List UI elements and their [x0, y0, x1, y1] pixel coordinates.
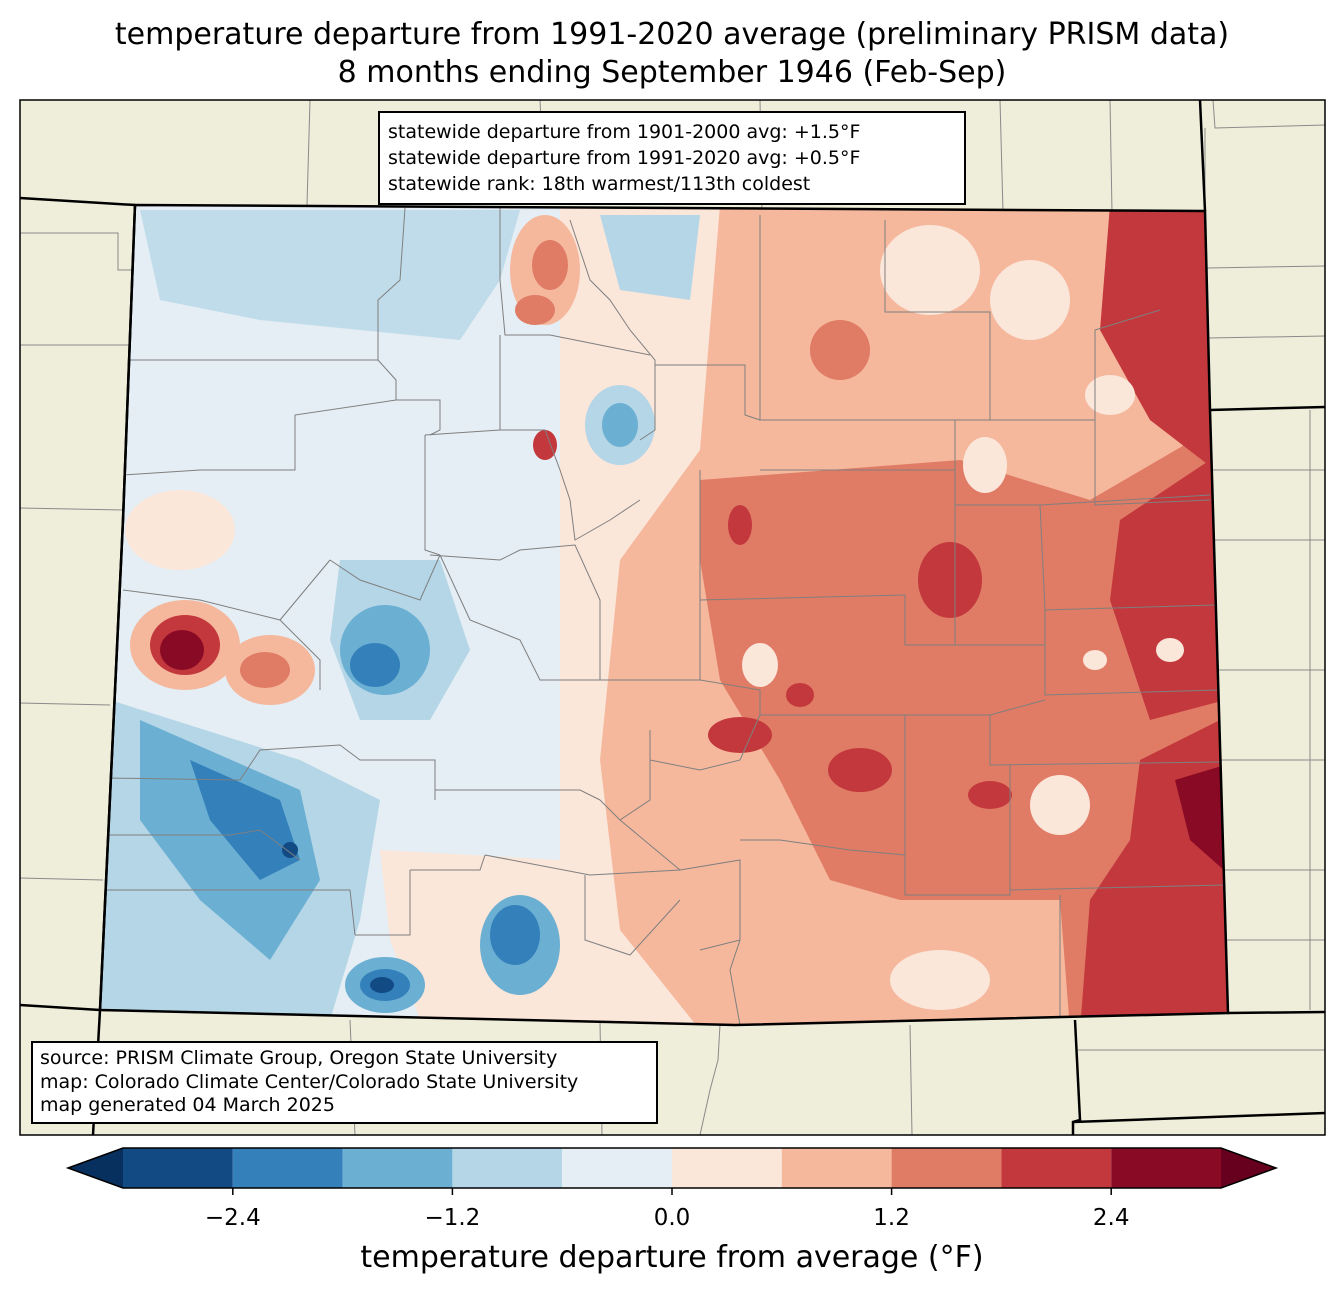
colorbar-tick-label: 2.4 — [1092, 1205, 1130, 1231]
statewide-stats-box: statewide departure from 1901-2000 avg: … — [378, 111, 966, 205]
source-line: source: PRISM Climate Group, Oregon Stat… — [40, 1047, 558, 1069]
colorbar-bin — [891, 1148, 1002, 1188]
colorbar-tick-label: −2.4 — [204, 1205, 261, 1231]
colorbar-outline — [65, 1147, 1279, 1189]
colorbar-bin — [672, 1148, 782, 1188]
colorado-departure-field — [100, 205, 1228, 1025]
colorbar-bin — [781, 1148, 892, 1188]
colorbar-tick-label: 0.0 — [653, 1205, 691, 1231]
colorbar-bin — [123, 1148, 233, 1188]
colorbar-under-arrow — [68, 1148, 123, 1188]
map-frame — [19, 99, 1326, 1136]
colorbar-bin — [1001, 1148, 1112, 1188]
colorbar-over-arrow — [1221, 1148, 1276, 1188]
map-title-line-1: temperature departure from 1991-2020 ave… — [114, 17, 1230, 52]
stats-departure-1901-2000: statewide departure from 1901-2000 avg: … — [388, 121, 861, 143]
colorbar-label: temperature departure from average (°F) — [360, 1240, 984, 1275]
colorbar-tick-label: −1.2 — [424, 1205, 481, 1231]
colorado-county-lines — [103, 207, 1226, 1025]
colorbar-bin — [452, 1148, 563, 1188]
stats-rank: statewide rank: 18th warmest/113th colde… — [388, 173, 811, 195]
map-title-line-2: 8 months ending September 1946 (Feb-Sep) — [337, 55, 1007, 90]
source-box: source: PRISM Climate Group, Oregon Stat… — [31, 1041, 658, 1124]
colorbar — [65, 1147, 1279, 1195]
map-credit-line: map: Colorado Climate Center/Colorado St… — [40, 1070, 579, 1093]
generated-date-line: map generated 04 March 2025 — [40, 1094, 335, 1116]
colorbar-bin — [1111, 1148, 1221, 1188]
colorbar-bin — [562, 1148, 672, 1188]
colorbar-bin — [342, 1148, 453, 1188]
stats-departure-1991-2020: statewide departure from 1991-2020 avg: … — [388, 147, 861, 169]
colorbar-bin — [232, 1148, 343, 1188]
colorbar-tick-label: 1.2 — [873, 1205, 910, 1231]
